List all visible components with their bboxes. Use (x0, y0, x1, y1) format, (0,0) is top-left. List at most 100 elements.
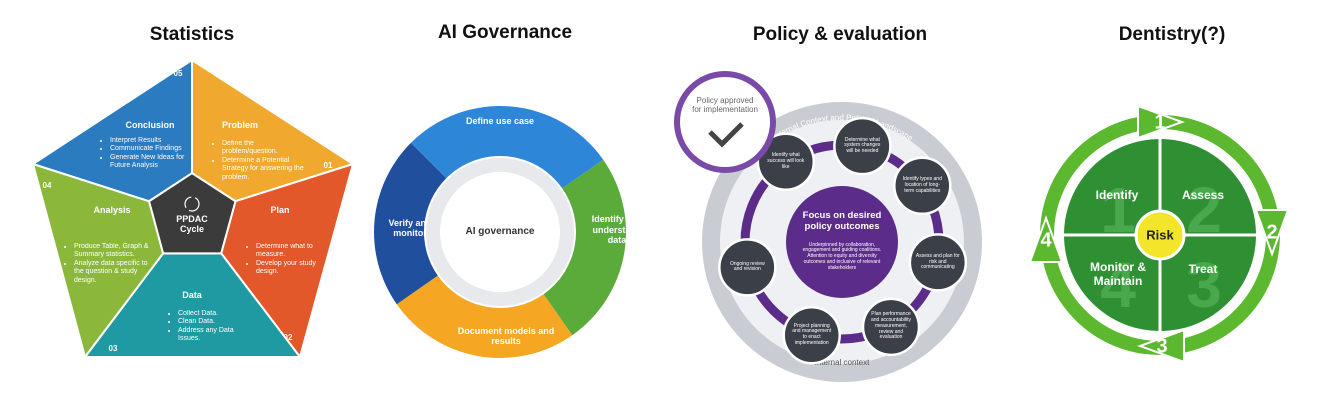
step-label: Identify types and location of long-term… (902, 176, 942, 194)
step-label-wrap: Determine what system changes will be ne… (840, 126, 884, 166)
segment-title: Plan (270, 205, 289, 215)
badge-label-wrap: Policy approved for implementation (692, 90, 758, 120)
arrow-number: 4 (1040, 229, 1052, 251)
quadrant-label: Monitor & Maintain (1090, 260, 1146, 288)
quadrant-label: Assess (1181, 188, 1225, 203)
step-label-box: Assess and plan for risk and communicati… (916, 242, 960, 282)
badge-label-box: Policy approved for implementation (692, 90, 758, 120)
quadrant-label-box: Monitor & Maintain (1083, 258, 1153, 292)
step-circle (718, 238, 777, 297)
step-label: Determine what system changes will be ne… (844, 136, 881, 155)
bullet: Develop your study design. (256, 260, 336, 277)
step-circle (908, 233, 968, 292)
quadrant-label-box: Assess (1168, 179, 1238, 213)
bullet: Generate New Ideas for Future Analysis (110, 154, 190, 171)
arrow-number: 2 (1266, 221, 1277, 243)
arrow-number: 3 (1156, 335, 1167, 357)
step-label-wrap: Ongoing review and revision (725, 247, 769, 287)
quadrant-label-box: Identify (1082, 179, 1152, 213)
step-label-box: Determine what system changes will be ne… (840, 126, 884, 166)
step-label: Ongoing review and revision (729, 260, 765, 273)
step-circle (893, 156, 952, 216)
segment-number: 04 (43, 181, 52, 190)
center-disc (1134, 209, 1186, 261)
segment-number: 01 (324, 161, 333, 170)
quadrant-label-wrap: Monitor & Maintain (1083, 258, 1153, 292)
ring-segment (410, 106, 604, 189)
arrow-head (1137, 328, 1185, 364)
segment-label-wrap: Verify and monitor (380, 203, 440, 253)
center-text-box: Underpinned by collaboration, engagement… (798, 237, 886, 277)
step-label-box: Project planning and management to enact… (790, 315, 834, 355)
quadrant-label-box: Treat (1168, 253, 1238, 287)
quadrant-label: Treat (1188, 262, 1218, 277)
ring-segment (373, 142, 447, 305)
bullet: Produce Table, Graph & Summary statistic… (74, 243, 156, 260)
bullet-list: Interpret ResultsCommunicate FindingsGen… (100, 137, 190, 171)
quadrant-label-wrap: Assess (1168, 179, 1238, 213)
panel-title: Dentistry(?) (1119, 24, 1226, 45)
center-title: Focus on desired policy outcomes (802, 210, 882, 232)
step-circle (756, 132, 816, 191)
bullet: Interpret Results (110, 137, 190, 145)
step-circle (861, 297, 921, 357)
segment-number: 03 (109, 344, 118, 353)
step-label: Plan performance and accountability meas… (870, 311, 912, 341)
bullets-box: Define the problem/question.Determine a … (212, 140, 304, 210)
center-text-wrap: Underpinned by collaboration, engagement… (798, 237, 886, 277)
bullet: Collect Data. (178, 310, 248, 318)
segment-label-box: Document models and results (451, 311, 561, 361)
bullet: Communicate Findings (110, 145, 190, 153)
segment-label-box: Identify and understand data (587, 205, 647, 255)
segment-title: Analysis (93, 205, 130, 215)
segment-label-box: Define use case (466, 116, 534, 126)
quadrant-digit: 1 (1100, 174, 1136, 246)
step-label: Project planning and management to enact… (792, 322, 832, 346)
badge (674, 71, 776, 173)
segment-label-wrap: Identify and understand data (587, 205, 647, 255)
step-label-wrap: Identify types and location of long-term… (900, 166, 944, 206)
step-label-wrap: Project planning and management to enact… (790, 315, 834, 355)
quadrant-digit: 2 (1186, 174, 1222, 246)
segment-label: Document models and results (457, 325, 555, 346)
panel-title: Policy & evaluation (753, 24, 927, 45)
segment-title: Problem (222, 120, 258, 130)
bullets-box: Collect Data.Clean Data.Address any Data… (168, 310, 248, 380)
bullet-list: Define the problem/question.Determine a … (212, 140, 304, 182)
segment-label: Verify and monitor (388, 217, 432, 238)
center-title-wrap: Focus on desired policy outcomes (797, 205, 887, 239)
bullet-list: Collect Data.Clean Data.Address any Data… (168, 310, 248, 344)
step-label-box: Identify types and location of long-term… (900, 166, 944, 206)
arrow-number: 1 (1154, 111, 1165, 133)
quadrant-digit: 4 (1100, 249, 1136, 321)
segment-label-wrap: Document models and results (451, 311, 561, 361)
step-label-wrap: Plan performance and accountability meas… (869, 307, 913, 347)
step-label-wrap: Assess and plan for risk and communicati… (916, 242, 960, 282)
center-label: AI governance (465, 226, 535, 238)
step-label-box: Plan performance and accountability meas… (869, 307, 913, 347)
step-label: Identify what success will look like (767, 152, 805, 170)
bullet: Determine what to measure. (256, 243, 336, 260)
step-label: Assess and plan for risk and communicati… (915, 252, 960, 271)
quadrant-label-wrap: Treat (1168, 253, 1238, 287)
center-label-wrap: AI governance (445, 222, 555, 242)
bullets-box: Determine what to measure.Develop your s… (246, 243, 336, 313)
inner-disc (440, 172, 560, 292)
step-circle (833, 116, 892, 176)
bullet-list: Produce Table, Graph & Summary statistic… (64, 243, 156, 285)
ring-segment (543, 159, 626, 336)
arrow-head (1028, 215, 1064, 263)
quadrant-label: Identify (1095, 188, 1139, 203)
bullet-list: Determine what to measure.Develop your s… (246, 243, 336, 277)
arrow-head (1137, 104, 1185, 140)
center-pentagon (147, 171, 237, 255)
quadrant-label-wrap: Identify (1082, 179, 1152, 213)
center-text: Underpinned by collaboration, engagement… (802, 241, 882, 271)
bullets-box: Produce Table, Graph & Summary statistic… (64, 243, 156, 313)
segment-title: Data (182, 290, 203, 300)
center-label-box: AI governance (445, 222, 555, 242)
segment-label: Identify and understand data (591, 214, 643, 246)
center-label-box: PPDAC Cycle (176, 214, 208, 234)
center-disc (786, 186, 898, 298)
